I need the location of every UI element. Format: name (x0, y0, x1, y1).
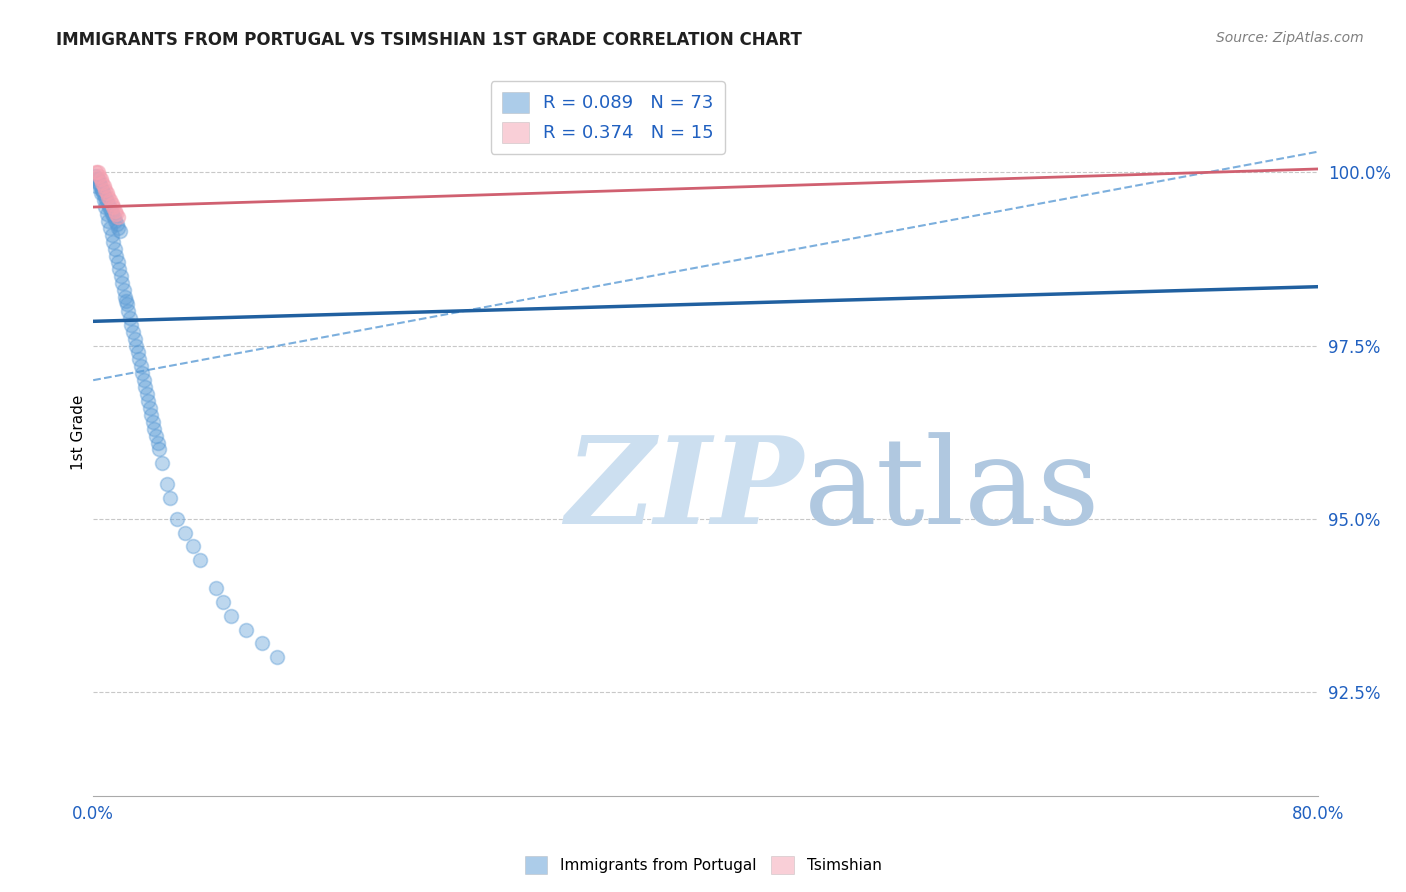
Point (104, 214, 127, 228)
Point (108, 224, 131, 238)
Point (86, 172, 108, 186)
Point (107, 255, 129, 269)
Point (100, 203, 122, 218)
Point (250, 636, 273, 650)
Point (96, 207, 118, 221)
Point (101, 235, 124, 249)
Point (91, 186, 114, 201)
Point (145, 428, 167, 442)
Point (98, 200, 121, 214)
Point (108, 262, 131, 277)
Point (132, 373, 155, 387)
Point (101, 207, 124, 221)
Point (129, 359, 152, 374)
Point (98, 220, 121, 235)
Point (105, 207, 128, 221)
Point (111, 277, 134, 291)
Point (142, 415, 165, 429)
Point (89, 179, 111, 194)
Point (136, 394, 159, 409)
Point (94, 200, 117, 214)
Point (84, 165, 107, 179)
Point (97, 189, 120, 203)
Point (90, 172, 112, 186)
Point (156, 477, 179, 491)
Point (91, 176, 114, 190)
Point (89, 169, 111, 183)
Point (91, 183, 114, 197)
Y-axis label: 1st Grade: 1st Grade (72, 394, 86, 470)
Point (134, 380, 156, 394)
Point (93, 193, 115, 207)
Point (146, 435, 169, 450)
Point (87, 176, 110, 190)
Point (96, 193, 118, 207)
Legend: R = 0.089   N = 73, R = 0.374   N = 15: R = 0.089 N = 73, R = 0.374 N = 15 (491, 81, 724, 153)
Point (190, 553, 212, 567)
Point (135, 387, 157, 401)
Point (141, 408, 163, 422)
Point (124, 332, 146, 346)
Point (84, 169, 107, 183)
Text: ZIP: ZIP (565, 431, 803, 549)
Point (212, 595, 235, 609)
Point (121, 318, 143, 332)
Point (115, 297, 138, 311)
Point (107, 220, 129, 235)
Point (97, 196, 120, 211)
Point (98, 193, 121, 207)
Point (94, 183, 117, 197)
Point (103, 211, 125, 225)
Point (97, 214, 120, 228)
Point (105, 218, 128, 232)
Point (143, 422, 166, 436)
Point (101, 200, 124, 214)
Point (104, 203, 127, 218)
Point (128, 352, 150, 367)
Point (181, 540, 204, 554)
Point (87, 165, 110, 179)
Point (90, 183, 112, 197)
Point (104, 242, 127, 256)
Point (87, 172, 110, 186)
Point (235, 623, 257, 637)
Legend: Immigrants from Portugal, Tsimshian: Immigrants from Portugal, Tsimshian (519, 850, 887, 880)
Point (115, 293, 138, 308)
Point (93, 189, 115, 203)
Point (96, 186, 118, 201)
Point (174, 525, 197, 540)
Point (107, 211, 129, 225)
Point (219, 608, 242, 623)
Text: atlas: atlas (804, 432, 1101, 549)
Text: IMMIGRANTS FROM PORTUGAL VS TSIMSHIAN 1ST GRADE CORRELATION CHART: IMMIGRANTS FROM PORTUGAL VS TSIMSHIAN 1S… (56, 31, 801, 49)
Point (118, 310, 141, 325)
Point (93, 179, 115, 194)
Point (89, 176, 111, 190)
Point (112, 283, 135, 297)
Point (166, 512, 188, 526)
Point (148, 442, 170, 457)
Point (266, 650, 288, 665)
Point (139, 401, 162, 415)
Text: Source: ZipAtlas.com: Source: ZipAtlas.com (1216, 31, 1364, 45)
Point (122, 325, 145, 339)
Point (84, 179, 107, 194)
Point (110, 269, 132, 284)
Point (150, 456, 173, 470)
Point (90, 186, 112, 201)
Point (105, 248, 128, 262)
Point (127, 345, 149, 359)
Point (100, 196, 122, 211)
Point (159, 491, 181, 505)
Point (204, 581, 226, 595)
Point (131, 366, 153, 380)
Point (114, 290, 136, 304)
Point (100, 227, 122, 242)
Point (117, 304, 139, 318)
Point (125, 338, 148, 352)
